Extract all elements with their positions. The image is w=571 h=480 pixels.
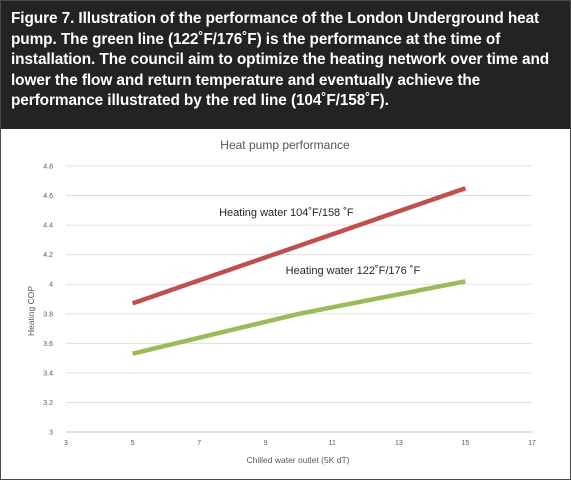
y-axis-label: Heating COP <box>26 286 36 336</box>
y-tick-label: 4.4 <box>43 223 53 230</box>
chart-container: Heat pump performance 3 3.2 3.4 3.6 3.8 4 4.2 4… <box>5 130 565 475</box>
axes: 3 3.2 3.4 3.6 3.8 4 4.2 4.4 4.6 4.8 3 5 7 9 11 13 15 17 <box>43 164 536 448</box>
y-tick-label: 3.6 <box>43 341 53 348</box>
x-tick-label: 3 <box>64 440 68 447</box>
y-tick-label: 4.6 <box>43 193 53 200</box>
series-lines <box>131 186 467 356</box>
series-labels: Heating water 104˚F/158 ˚F Heating water … <box>219 207 420 277</box>
x-tick-label: 17 <box>528 440 536 447</box>
y-tick-label: 3.2 <box>43 400 53 407</box>
y-tick-label: 3.8 <box>43 311 53 318</box>
y-tick-label: 4.8 <box>43 164 53 171</box>
x-tick-label: 13 <box>395 440 403 447</box>
y-tick-label: 4 <box>49 282 53 289</box>
y-tick-label: 3 <box>49 430 53 437</box>
figure-caption: Figure 7. Illustration of the performanc… <box>1 1 570 129</box>
x-tick-label: 11 <box>329 440 336 447</box>
y-tick-label: 3.4 <box>43 370 53 377</box>
gridlines <box>66 165 532 433</box>
heat-pump-chart: Heat pump performance 3 3.2 3.4 3.6 3.8 4 4.2 4… <box>26 138 536 465</box>
x-tick-label: 9 <box>264 440 268 447</box>
series-line-red <box>131 186 467 306</box>
y-tick-label: 4.2 <box>43 252 53 259</box>
x-axis-label: Chilled water outlet (5K dT) <box>247 455 350 465</box>
series-label-green: Heating water 122˚F/176 ˚F <box>286 265 421 277</box>
series-line-green <box>132 279 466 356</box>
series-label-red: Heating water 104˚F/158 ˚F <box>219 207 354 219</box>
x-tick-label: 7 <box>197 440 201 447</box>
x-tick-label: 15 <box>462 440 470 447</box>
chart-title: Heat pump performance <box>220 138 350 152</box>
x-tick-label: 5 <box>131 440 135 447</box>
